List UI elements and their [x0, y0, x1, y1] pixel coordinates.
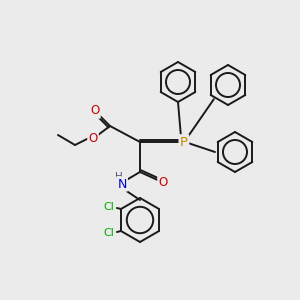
Text: P: P [180, 136, 188, 148]
Text: H: H [115, 172, 123, 182]
Text: Cl: Cl [103, 202, 114, 212]
Text: O: O [88, 131, 98, 145]
Text: N: N [117, 178, 127, 190]
Text: O: O [158, 176, 168, 190]
Text: Cl: Cl [103, 228, 114, 238]
Text: O: O [90, 104, 100, 118]
